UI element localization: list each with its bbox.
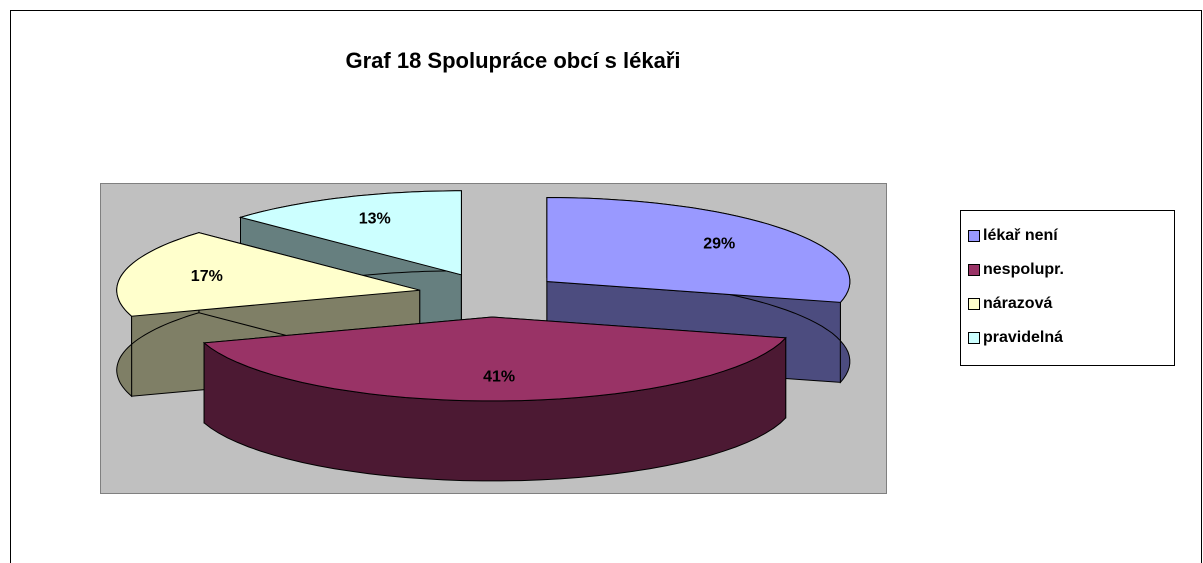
chart-title: Graf 18 Spolupráce obcí s lékaři [345, 48, 680, 73]
legend-label: nespolupr. [983, 261, 1064, 278]
data-label: 29% [703, 236, 735, 253]
data-label: 41% [483, 369, 515, 386]
slice [546, 196, 851, 303]
legend-label: lékař není [983, 227, 1058, 244]
chart-frame [10, 10, 1202, 563]
legend-swatch [968, 298, 980, 310]
legend-label: pravidelná [983, 329, 1063, 346]
data-label: 13% [359, 211, 391, 228]
legend-swatch [968, 230, 980, 242]
data-label: 17% [191, 268, 223, 285]
slice [202, 316, 787, 402]
legend-swatch [968, 264, 980, 276]
legend-swatch [968, 332, 980, 344]
legend-label: nárazová [983, 295, 1052, 312]
slice [116, 232, 420, 317]
legend [960, 210, 1175, 366]
slice [238, 190, 462, 276]
